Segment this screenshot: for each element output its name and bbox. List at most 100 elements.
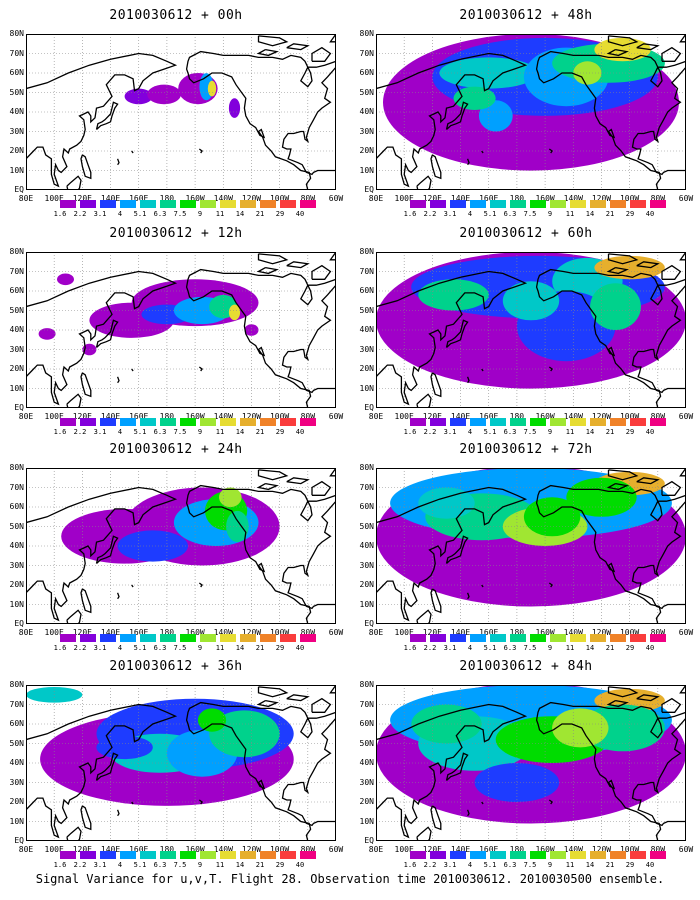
colorbar-swatch [610,200,626,208]
colorbar-label: 14 [235,428,245,436]
colorbar-swatch [530,851,546,859]
lon-tick-label: 100E [44,628,64,637]
lon-tick-label: 120E [72,628,92,637]
colorbar-label: 11 [215,428,225,436]
lon-tick-label: 100E [394,845,414,854]
variance-field [376,468,686,607]
coastline [185,484,336,624]
colorbar-swatch [200,200,216,208]
lon-tick-label: 100W [619,412,640,421]
lon-tick-label: 140W [563,194,583,203]
coastline [26,270,178,406]
coastline [481,801,484,805]
colorbar-label: 21 [255,210,265,218]
map-frame: 80N 70N 60N 50N 40N 30N 20N 10N EQ 80E 100E 120E 140… [360,30,694,204]
colorbar-label: 11 [215,861,225,869]
map-border [376,685,686,841]
grid-lines [26,252,336,408]
colorbar-label: 4 [467,428,473,436]
colorbar-swatch [410,418,426,426]
coastline [26,52,178,188]
lon-tick-label: 100E [394,628,414,637]
coastline [80,805,92,831]
lat-tick-label: 70N [359,482,374,492]
lat-tick-label: EQ [364,403,374,412]
map-border [376,252,686,408]
coastline [607,686,639,698]
variance-contour [523,497,581,537]
coastline [445,535,469,564]
lat-tick-label: 60N [9,68,24,77]
colorbar-swatch [120,634,136,642]
figure-caption: Signal Variance for u,v,T. Flight 28. Ob… [35,872,665,886]
colorbar-label: 3.1 [443,210,457,218]
colorbar-label: 7.5 [523,210,537,218]
lon-tick-label: 80W [300,412,316,421]
coastlines [376,685,686,841]
grid-lines [376,468,686,624]
coastline [606,699,629,708]
lon-tick-label: 160E [129,412,149,421]
variance-contour [594,37,651,62]
lon-tick-label: 100E [394,194,414,203]
colorbar-label: 40 [645,210,655,218]
coastlines [26,468,336,624]
lon-tick-label: 160E [129,194,149,203]
coastline [416,609,432,624]
colorbar-swatch [140,851,156,859]
grid-lines [26,685,336,841]
colorbar-label: 11 [565,644,575,652]
coastline [548,366,554,372]
coastline [466,376,470,384]
coastlines [26,685,336,841]
lat-tick-label: 70N [9,482,24,492]
colorbar-label: 3.1 [443,644,457,652]
lon-tick-label: 80E [18,194,34,203]
lon-tick-label: 140E [100,412,121,421]
lat-tick-label: 20N [9,364,24,373]
coastline [131,368,134,372]
lon-tick-label: 160W [535,845,555,854]
colorbar-label: 9 [547,428,553,436]
colorbar-label: 1.6 [403,210,417,218]
panel-title: 2010030612 + 72h [459,442,593,457]
map-canvas [26,468,336,624]
coastline [66,393,82,408]
lat-tick-label: 10N [9,165,24,175]
lon-tick-label: 120W [241,412,262,421]
map-canvas [376,34,686,190]
coastline [679,468,686,477]
lon-tick-label: 160W [535,194,555,203]
colorbar-label: 21 [605,644,615,652]
variance-field [383,34,679,171]
lon-tick-label: 160E [129,628,149,637]
coastline [535,701,686,841]
lon-tick-label: 120W [591,194,612,203]
variance-contour [418,279,489,311]
lon-tick-label: 140E [100,194,121,203]
variance-contour [147,84,181,105]
coastline [661,697,682,713]
map-panel: 2010030612 + 48h 80N 70N 60N 50N 40N 30N 20N 10N… [356,4,696,218]
lon-tick-label: 140W [563,628,583,637]
lon-tick-label: 120E [72,194,92,203]
colorbar-swatch [80,634,96,642]
coastline [548,799,554,805]
lon-tick-label: 100W [269,845,290,854]
colorbar-label: 14 [585,644,595,652]
lon-tick-label: 160E [479,628,499,637]
coastline [80,372,92,398]
colorbar-label: 7.5 [173,428,187,436]
lon-tick-label: 160E [479,845,499,854]
colorbar-swatch [80,200,96,208]
coastline [430,372,442,398]
colorbar-swatch [260,634,276,642]
coastline [256,48,279,57]
colorbar-label: 9 [547,861,553,869]
lat-tick-label: 70N [359,266,374,276]
grid-lines [26,34,336,190]
lat-tick-label: 20N [359,580,374,589]
coastline [329,252,336,261]
variance-contour [228,304,241,321]
lat-tick-label: 60N [359,502,374,511]
